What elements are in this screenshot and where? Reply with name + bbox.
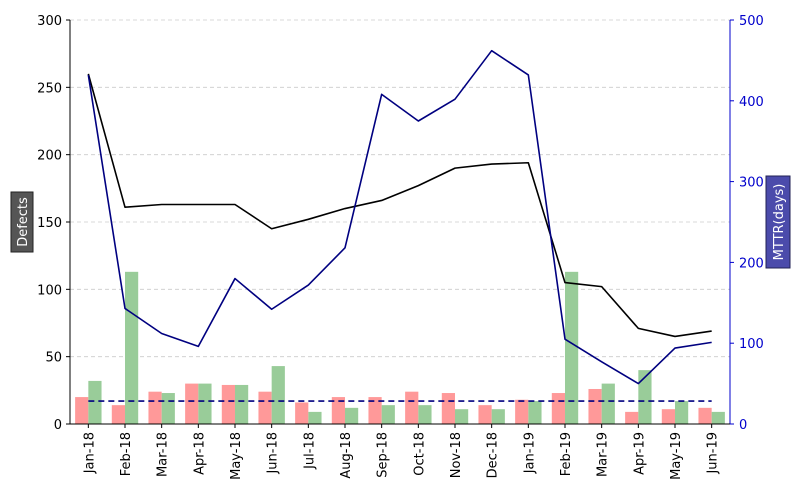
- x-tick-label: Sep-18: [376, 432, 391, 478]
- bar-1-jan-18: [75, 397, 89, 424]
- bar-2-oct-18: [418, 405, 432, 424]
- bar-2-mar-18: [161, 393, 175, 424]
- x-tick-label: Jun-18: [266, 432, 281, 475]
- x-tick-label: Feb-19: [559, 432, 574, 476]
- bar-1-may-19: [661, 409, 675, 424]
- bar-2-nov-18: [455, 409, 469, 424]
- bar-1-feb-19: [551, 393, 565, 424]
- x-tick-label: Jan-18: [82, 432, 97, 474]
- bar-1-apr-18: [185, 383, 199, 424]
- left-tick-label: 150: [37, 216, 62, 231]
- bar-2-dec-18: [491, 409, 505, 424]
- x-tick-label: Feb-18: [119, 432, 134, 476]
- x-tick-label: Apr-19: [632, 432, 647, 475]
- grid-lines: [70, 19, 730, 358]
- bar-1-aug-18: [331, 397, 345, 424]
- bar-1-jul-18: [295, 402, 309, 424]
- left-axis-ticks: 0 50 100 150 200 250 300: [37, 14, 70, 433]
- left-tick-label: 50: [45, 351, 62, 366]
- bar-1-apr-19: [625, 411, 639, 424]
- right-axis-ticks: 0 100 200 300 400 500: [730, 14, 764, 433]
- bar-2-aug-18: [345, 407, 359, 424]
- x-tick-label: Oct-18: [412, 432, 427, 476]
- right-tick-label: 500: [739, 14, 764, 29]
- right-tick-label: 0: [739, 418, 747, 433]
- x-tick-label: Mar-18: [156, 432, 171, 477]
- bar-1-mar-19: [588, 388, 602, 424]
- bar-series: [75, 271, 725, 424]
- bar-2-sep-18: [381, 405, 395, 424]
- bar-1-jun-18: [258, 391, 272, 424]
- bar-1-oct-18: [405, 391, 419, 424]
- bar-2-feb-19: [565, 271, 579, 424]
- left-tick-label: 0: [54, 418, 62, 433]
- right-tick-label: 100: [739, 337, 764, 352]
- right-axis-title-box: [765, 175, 791, 269]
- x-tick-label: May-18: [229, 432, 244, 480]
- bar-2-jun-18: [271, 366, 285, 424]
- bar-1-mar-18: [148, 391, 162, 424]
- bar-1-feb-18: [111, 405, 125, 424]
- x-tick-label: Aug-18: [339, 432, 354, 479]
- bar-2-jan-19: [528, 401, 542, 424]
- line-series-1: [87, 73, 712, 338]
- right-axis-title-text: MTTR(days): [772, 184, 787, 261]
- bar-2-may-19: [675, 401, 689, 424]
- right-tick-label: 400: [739, 95, 764, 110]
- bar-2-mar-19: [601, 383, 615, 424]
- bar-2-jan-18: [88, 380, 102, 424]
- x-tick-label: Jul-18: [302, 432, 317, 470]
- bar-1-dec-18: [478, 405, 492, 424]
- right-tick-label: 300: [739, 176, 764, 191]
- bar-2-jun-19: [711, 411, 725, 424]
- x-tick-label: Nov-18: [449, 432, 464, 478]
- left-tick-label: 100: [37, 283, 62, 298]
- left-axis-title-text: Defects: [16, 197, 31, 247]
- right-tick-label: 200: [739, 256, 764, 271]
- bar-1-may-18: [221, 384, 235, 424]
- x-axis-ticks: Jan-18 Feb-18 Mar-18 Apr-18 May-18 Jun-18 Jul-…: [82, 424, 721, 480]
- x-tick-label: Apr-18: [192, 432, 207, 475]
- bar-2-jul-18: [308, 411, 322, 424]
- bar-1-jan-19: [515, 399, 529, 424]
- bar-1-sep-18: [368, 397, 382, 424]
- line-series-2: [87, 49, 712, 385]
- left-axis-title: Defects: [10, 191, 34, 253]
- x-tick-label: May-19: [669, 432, 684, 480]
- x-tick-label: Dec-18: [486, 432, 501, 478]
- x-tick-label: Jun-19: [706, 432, 721, 475]
- left-axis-title-box: [10, 191, 34, 253]
- bar-2-may-18: [235, 384, 249, 424]
- x-tick-label: Mar-19: [596, 432, 611, 477]
- left-tick-label: 250: [37, 81, 62, 96]
- bar-1-nov-18: [441, 393, 455, 424]
- bar-2-apr-19: [638, 370, 652, 424]
- x-tick-label: Jan-19: [522, 432, 537, 474]
- line-series: [87, 49, 712, 402]
- left-tick-label: 300: [37, 14, 62, 29]
- left-tick-label: 200: [37, 149, 62, 164]
- right-axis-title: MTTR(days): [765, 175, 791, 269]
- bar-1-jun-19: [698, 407, 712, 424]
- bar-2-apr-18: [198, 383, 212, 424]
